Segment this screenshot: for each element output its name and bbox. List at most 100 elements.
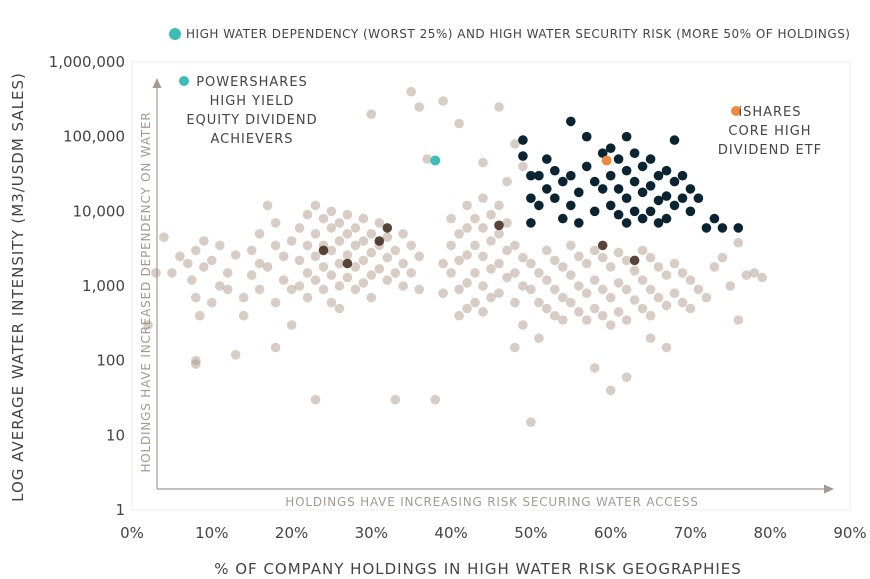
- data-point: [629, 295, 640, 305]
- data-point: [366, 247, 377, 258]
- data-point: [215, 281, 225, 291]
- data-point: [637, 245, 648, 256]
- data-point: [661, 191, 672, 201]
- data-point: [438, 96, 448, 106]
- data-point: [589, 303, 600, 314]
- data-point: [414, 102, 425, 112]
- data-point: [542, 275, 552, 285]
- data-point: [581, 315, 592, 325]
- data-point: [366, 109, 377, 119]
- data-point: [629, 206, 640, 217]
- data-point: [406, 268, 417, 278]
- data-point: [518, 320, 528, 330]
- highlight-point: [601, 155, 612, 166]
- data-point: [542, 245, 552, 256]
- data-point: [518, 161, 528, 172]
- data-point: [366, 270, 377, 280]
- data-point: [653, 292, 664, 303]
- data-point: [454, 118, 464, 129]
- data-point: [183, 258, 193, 269]
- data-point: [669, 200, 680, 211]
- data-point: [310, 200, 321, 211]
- data-point: [350, 262, 361, 272]
- data-point: [677, 170, 688, 181]
- data-point: [669, 176, 680, 187]
- data-point: [175, 251, 185, 262]
- data-point: [382, 252, 393, 263]
- data-point: [470, 213, 480, 224]
- data-point: [502, 176, 512, 187]
- data-point: [374, 218, 385, 228]
- data-point: [534, 200, 544, 211]
- data-point: [191, 292, 201, 303]
- data-point: [398, 281, 409, 291]
- data-point: [270, 240, 281, 251]
- data-point: [143, 320, 153, 330]
- data-point: [302, 268, 313, 278]
- data-point: [542, 154, 552, 164]
- data-point: [677, 193, 688, 203]
- data-point: [478, 307, 488, 317]
- x-tick-label: 60%: [594, 524, 627, 542]
- data-point: [518, 151, 528, 161]
- data-point: [254, 258, 265, 269]
- data-point: [717, 223, 728, 233]
- data-point: [222, 268, 233, 278]
- data-point: [398, 229, 409, 239]
- data-point: [326, 206, 337, 217]
- annotation-marker: [179, 76, 189, 86]
- data-point: [605, 200, 616, 211]
- annotations: POWERSHARES HIGH YIELD EQUITY DIVIDEND ACHI…: [179, 75, 821, 158]
- data-point: [342, 229, 353, 239]
- data-point: [725, 281, 736, 291]
- data-point: [605, 262, 616, 272]
- legend-marker: [169, 28, 181, 40]
- data-point: [406, 86, 417, 97]
- data-point: [326, 245, 337, 256]
- data-point: [534, 268, 544, 278]
- data-point: [382, 223, 393, 233]
- data-point: [653, 218, 664, 228]
- data-point: [262, 262, 273, 272]
- data-point: [270, 297, 281, 308]
- data-point: [629, 176, 640, 187]
- data-point: [494, 258, 504, 269]
- annotation-label: HIGH YIELD: [210, 94, 295, 109]
- data-point: [478, 157, 488, 168]
- data-point: [478, 223, 488, 233]
- data-point: [645, 181, 656, 191]
- data-point: [438, 258, 448, 269]
- data-point: [406, 240, 417, 251]
- data-point: [390, 245, 401, 256]
- data-point: [334, 281, 345, 291]
- data-point: [741, 270, 752, 280]
- data-point: [430, 394, 441, 405]
- data-point: [302, 240, 313, 251]
- data-point: [390, 394, 401, 405]
- data-point: [526, 193, 536, 203]
- data-point: [629, 255, 640, 266]
- data-point: [597, 252, 608, 263]
- data-point: [318, 213, 329, 224]
- data-point: [581, 161, 592, 172]
- data-point: [566, 170, 576, 181]
- data-point: [534, 333, 544, 344]
- data-point: [613, 307, 624, 317]
- x-tick-label: 50%: [514, 524, 547, 542]
- data-point: [661, 300, 672, 311]
- data-point: [438, 288, 448, 299]
- data-point: [661, 165, 672, 176]
- data-point: [558, 315, 568, 325]
- data-point: [637, 161, 648, 172]
- data-point: [574, 218, 584, 228]
- data-point: [350, 284, 361, 295]
- data-point: [454, 255, 464, 266]
- data-point: [494, 102, 504, 112]
- data-point: [230, 250, 241, 260]
- data-point: [191, 359, 201, 369]
- data-point: [589, 206, 600, 217]
- data-point: [677, 297, 688, 308]
- data-point: [558, 262, 568, 272]
- data-point: [542, 303, 552, 314]
